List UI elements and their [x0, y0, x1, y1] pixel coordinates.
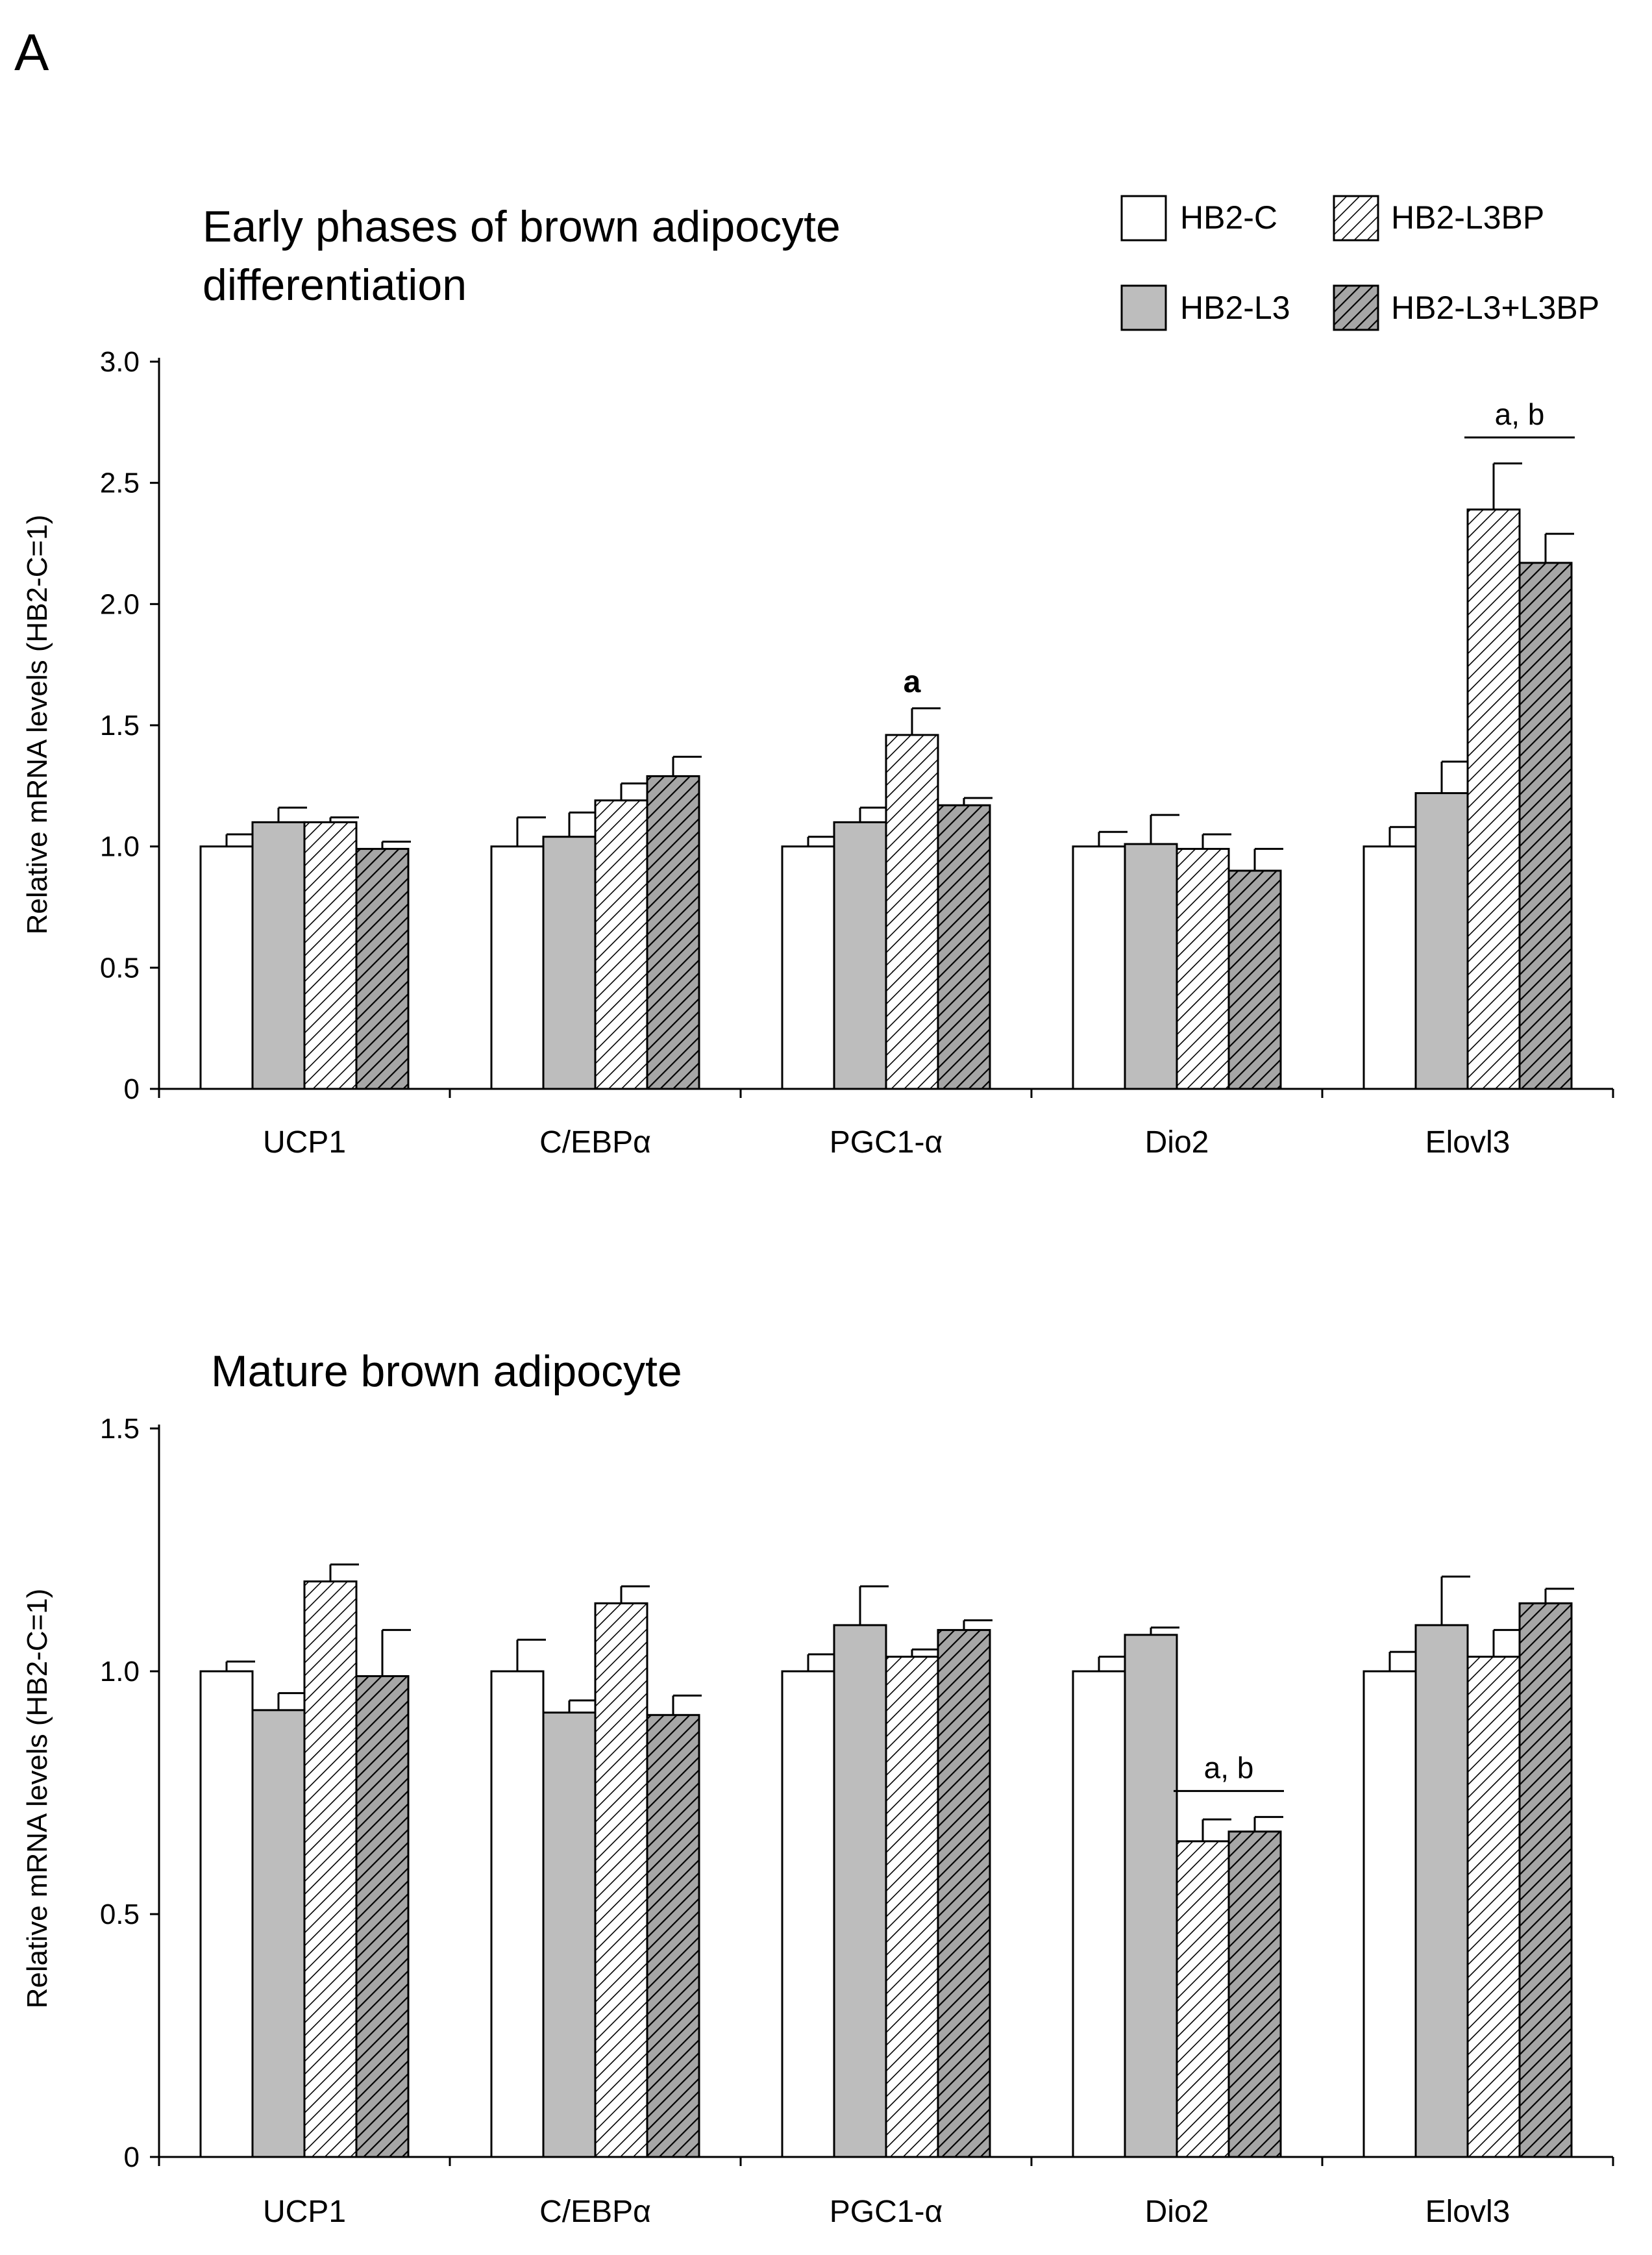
panel-label: A [14, 23, 49, 81]
chart-mature: Mature brown adipocyte Relative mRNA lev… [21, 1347, 1614, 2229]
bar-hb2-l3bp-ucp1 [303, 821, 358, 1090]
bar-hb2-l3-l3bp-elovl3 [1518, 1602, 1573, 2158]
bar-hb2-l3-l3bp-pgc1-alpha [937, 804, 991, 1090]
x-category-label-elovl3: Elovl3 [1425, 1125, 1510, 1160]
bar-hb2-c-c-ebpalpha [490, 845, 545, 1090]
bar-hb2-l3-l3bp-ucp1 [355, 847, 410, 1090]
legend-label-hb2-l3bp: HB2-L3BP [1391, 199, 1544, 236]
bar-hb2-c-ucp1 [199, 1670, 254, 2158]
x-category-label-ucp1: UCP1 [263, 1125, 346, 1160]
bar-hb2-l3-elovl3 [1414, 792, 1469, 1090]
bar-hb2-c-pgc1-alpha [781, 1670, 835, 2158]
bar-hb2-c-pgc1-alpha [781, 845, 835, 1090]
chart-title-mature: Mature brown adipocyte [211, 1347, 682, 1396]
bar-hb2-l3-pgc1-alpha [833, 1624, 887, 2158]
y-tick-label: 2.5 [100, 467, 140, 499]
x-category-label-pgc1-alpha: PGC1-α [830, 2195, 943, 2229]
y-tick-label: 0 [124, 1073, 140, 1105]
bar-hb2-l3-l3bp-dio2 [1227, 1830, 1282, 2158]
chart-title-early-line2: differentiation [203, 260, 467, 310]
bar-hb2-l3-l3bp-c-ebpalpha [646, 775, 700, 1090]
legend: HB2-C HB2-L3BP HB2-L3 HB2-L3+L3BP [1120, 195, 1599, 331]
significance-label: a, b [1204, 1750, 1254, 1784]
bar-hb2-l3-l3bp-c-ebpalpha [646, 1713, 700, 2158]
x-category-label-c-ebpalpha: C/EBPα [539, 2195, 651, 2229]
bar-hb2-c-dio2 [1072, 1670, 1126, 2158]
legend-swatch-hb2-l3 [1120, 284, 1167, 331]
bar-hb2-l3-l3bp-ucp1 [355, 1675, 410, 2158]
x-category-label-dio2: Dio2 [1145, 1125, 1209, 1160]
bar-hb2-l3-pgc1-alpha [833, 821, 887, 1090]
y-tick-label: 1.5 [100, 710, 140, 741]
y-tick-label: 0 [124, 2141, 140, 2173]
y-axis-label-mature: Relative mRNA levels (HB2-C=1) [21, 1589, 53, 2009]
bar-hb2-c-elovl3 [1362, 845, 1417, 1090]
bar-hb2-l3bp-pgc1-alpha [885, 734, 939, 1090]
bar-hb2-c-dio2 [1072, 845, 1126, 1090]
bar-hb2-l3-ucp1 [251, 1709, 306, 2158]
y-tick-label: 1.0 [100, 1656, 140, 1688]
x-category-label-pgc1-alpha: PGC1-α [830, 1125, 943, 1160]
bar-hb2-l3bp-c-ebpalpha [594, 1602, 648, 2158]
significance-label: a, b [1495, 397, 1545, 431]
y-tick-label: 3.0 [100, 346, 140, 378]
bar-hb2-l3-dio2 [1124, 843, 1178, 1090]
y-tick-label: 2.0 [100, 588, 140, 620]
bar-hb2-l3bp-c-ebpalpha [594, 799, 648, 1090]
bar-hb2-l3-c-ebpalpha [542, 836, 597, 1090]
bar-hb2-c-ucp1 [199, 845, 254, 1090]
x-category-label-elovl3: Elovl3 [1425, 2195, 1510, 2229]
legend-swatch-hb2-c [1120, 195, 1167, 242]
bar-hb2-l3bp-elovl3 [1466, 508, 1521, 1090]
legend-label-hb2-l3-l3bp: HB2-L3+L3BP [1391, 290, 1599, 326]
bar-hb2-c-c-ebpalpha [490, 1670, 545, 2158]
bar-hb2-l3bp-dio2 [1176, 1840, 1230, 2158]
y-tick-label: 0.5 [100, 952, 140, 984]
legend-label-hb2-c: HB2-C [1180, 199, 1277, 236]
bar-hb2-l3-c-ebpalpha [542, 1712, 597, 2158]
chart-title-early-line1: Early phases of brown adipocyte [203, 202, 841, 251]
x-category-label-c-ebpalpha: C/EBPα [539, 1125, 651, 1160]
bar-hb2-l3-l3bp-pgc1-alpha [937, 1628, 991, 2158]
legend-swatch-hb2-l3bp [1333, 195, 1379, 242]
bar-hb2-l3bp-dio2 [1176, 847, 1230, 1090]
x-category-label-dio2: Dio2 [1145, 2195, 1209, 2229]
y-tick-label: 1.0 [100, 831, 140, 863]
bar-hb2-l3-l3bp-elovl3 [1518, 562, 1573, 1090]
bar-hb2-c-elovl3 [1362, 1670, 1417, 2158]
bar-hb2-l3bp-ucp1 [303, 1580, 358, 2158]
x-category-label-ucp1: UCP1 [263, 2195, 346, 2229]
bar-hb2-l3-dio2 [1124, 1634, 1178, 2158]
y-tick-label: 1.5 [100, 1413, 140, 1445]
bar-hb2-l3-l3bp-dio2 [1227, 869, 1282, 1090]
legend-swatch-hb2-l3-l3bp [1333, 284, 1379, 331]
y-axis-label-early: Relative mRNA levels (HB2-C=1) [21, 515, 53, 935]
bar-hb2-l3bp-pgc1-alpha [885, 1656, 939, 2158]
bar-hb2-l3-ucp1 [251, 821, 306, 1090]
legend-label-hb2-l3: HB2-L3 [1180, 290, 1290, 326]
chart-early-phases: Early phases of brown adipocyte differen… [21, 202, 1614, 1160]
y-tick-label: 0.5 [100, 1899, 140, 1930]
bar-hb2-l3-elovl3 [1414, 1624, 1469, 2158]
significance-label: a [904, 665, 921, 699]
bar-hb2-l3bp-elovl3 [1466, 1656, 1521, 2158]
